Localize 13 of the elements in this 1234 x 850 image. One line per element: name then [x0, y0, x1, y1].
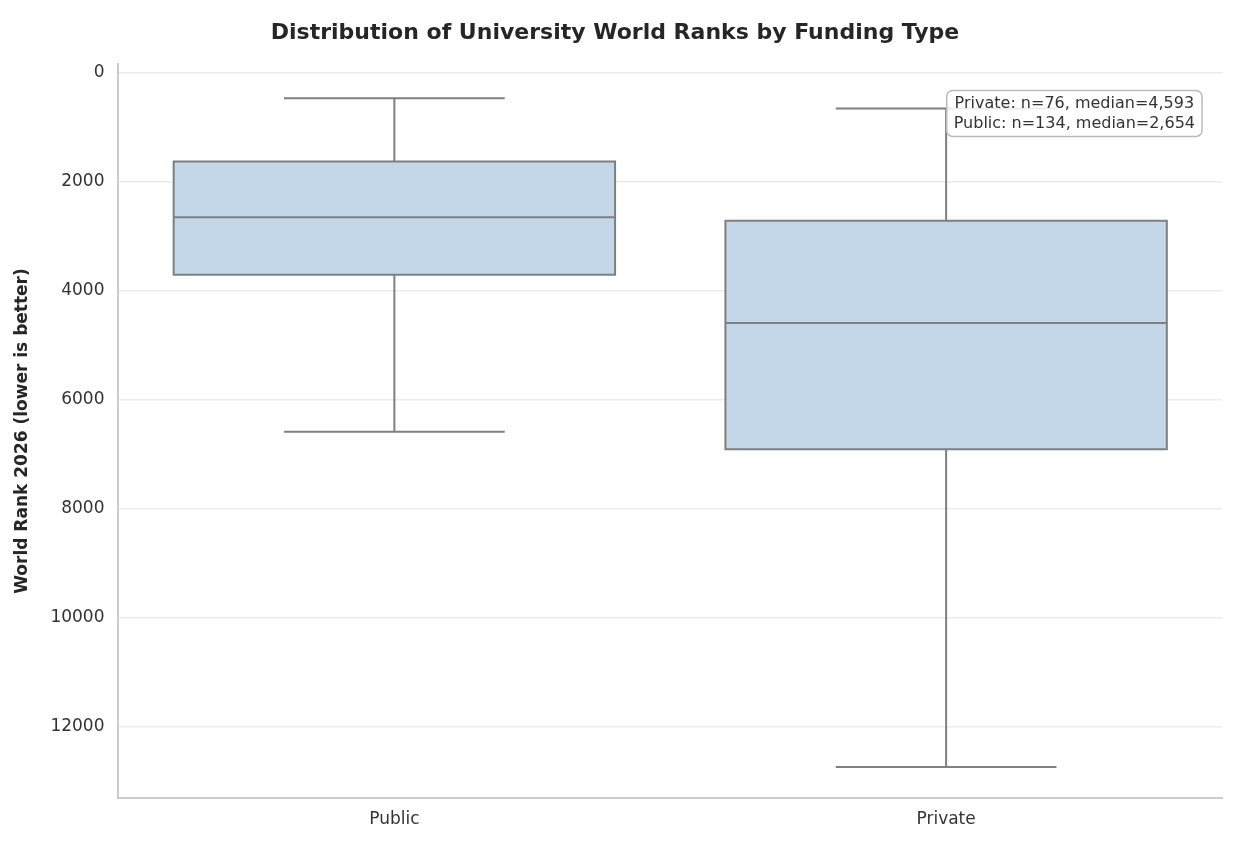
- x-tick-label: Public: [369, 808, 420, 829]
- chart-title: Distribution of University World Ranks by Funding Type: [270, 18, 960, 44]
- y-tick-label: 2000: [61, 170, 105, 191]
- y-tick-label: 12000: [50, 715, 105, 736]
- y-tick-label: 6000: [61, 388, 105, 409]
- annotation: Private: n=76, median=4,593: [954, 92, 1195, 112]
- annotation: Public: n=134, median=2,654: [953, 112, 1195, 132]
- y-axis-title: World Rank 2026 (lower is better): [10, 268, 31, 594]
- y-tick-label: 4000: [61, 279, 105, 300]
- y-tick-label: 8000: [61, 497, 105, 518]
- y-tick-label: 0: [93, 61, 105, 81]
- y-tick-label: 10000: [50, 606, 105, 627]
- x-tick-label: Private: [916, 808, 976, 829]
